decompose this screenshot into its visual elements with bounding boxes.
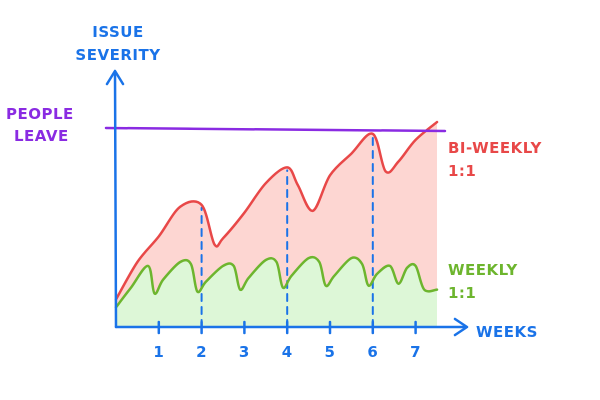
y-axis-arrow xyxy=(105,69,125,86)
y-axis-label-line-1: ISSUE xyxy=(92,23,143,41)
weekly-series-area xyxy=(116,257,437,327)
threshold-label-line-1: PEOPLE xyxy=(6,105,74,123)
series-areas xyxy=(116,122,437,327)
biweekly-legend-line-1: BI-WEEKLY xyxy=(448,139,542,157)
x-tick-label-4: 4 xyxy=(282,343,293,361)
x-ticks xyxy=(157,320,417,335)
x-tick-label-1: 1 xyxy=(153,343,164,361)
series-lines xyxy=(114,120,439,309)
y-axis-label-line-2: SEVERITY xyxy=(75,46,161,64)
x-tick-label-6: 6 xyxy=(367,343,378,361)
y-axis xyxy=(113,70,118,329)
x-axis-arrow xyxy=(453,317,469,337)
biweekly-legend-line-2: 1:1 xyxy=(448,162,476,180)
x-tick-label-3: 3 xyxy=(239,343,250,361)
threshold-line xyxy=(104,126,447,133)
x-tick-label-5: 5 xyxy=(325,343,336,361)
x-axis-label: WEEKS xyxy=(476,323,538,341)
x-tick-labels: 1 2 3 4 5 6 7 xyxy=(153,343,421,361)
x-tick-label-2: 2 xyxy=(196,343,207,361)
weekly-legend-line-1: WEEKLY xyxy=(448,261,518,279)
weekly-legend-line-2: 1:1 xyxy=(448,284,476,302)
biweekly-series-line xyxy=(114,120,439,301)
marked-week-guides xyxy=(200,135,374,328)
x-tick-label-7: 7 xyxy=(410,343,421,361)
threshold-label-line-2: LEAVE xyxy=(14,127,69,145)
weekly-series-line xyxy=(114,255,439,309)
